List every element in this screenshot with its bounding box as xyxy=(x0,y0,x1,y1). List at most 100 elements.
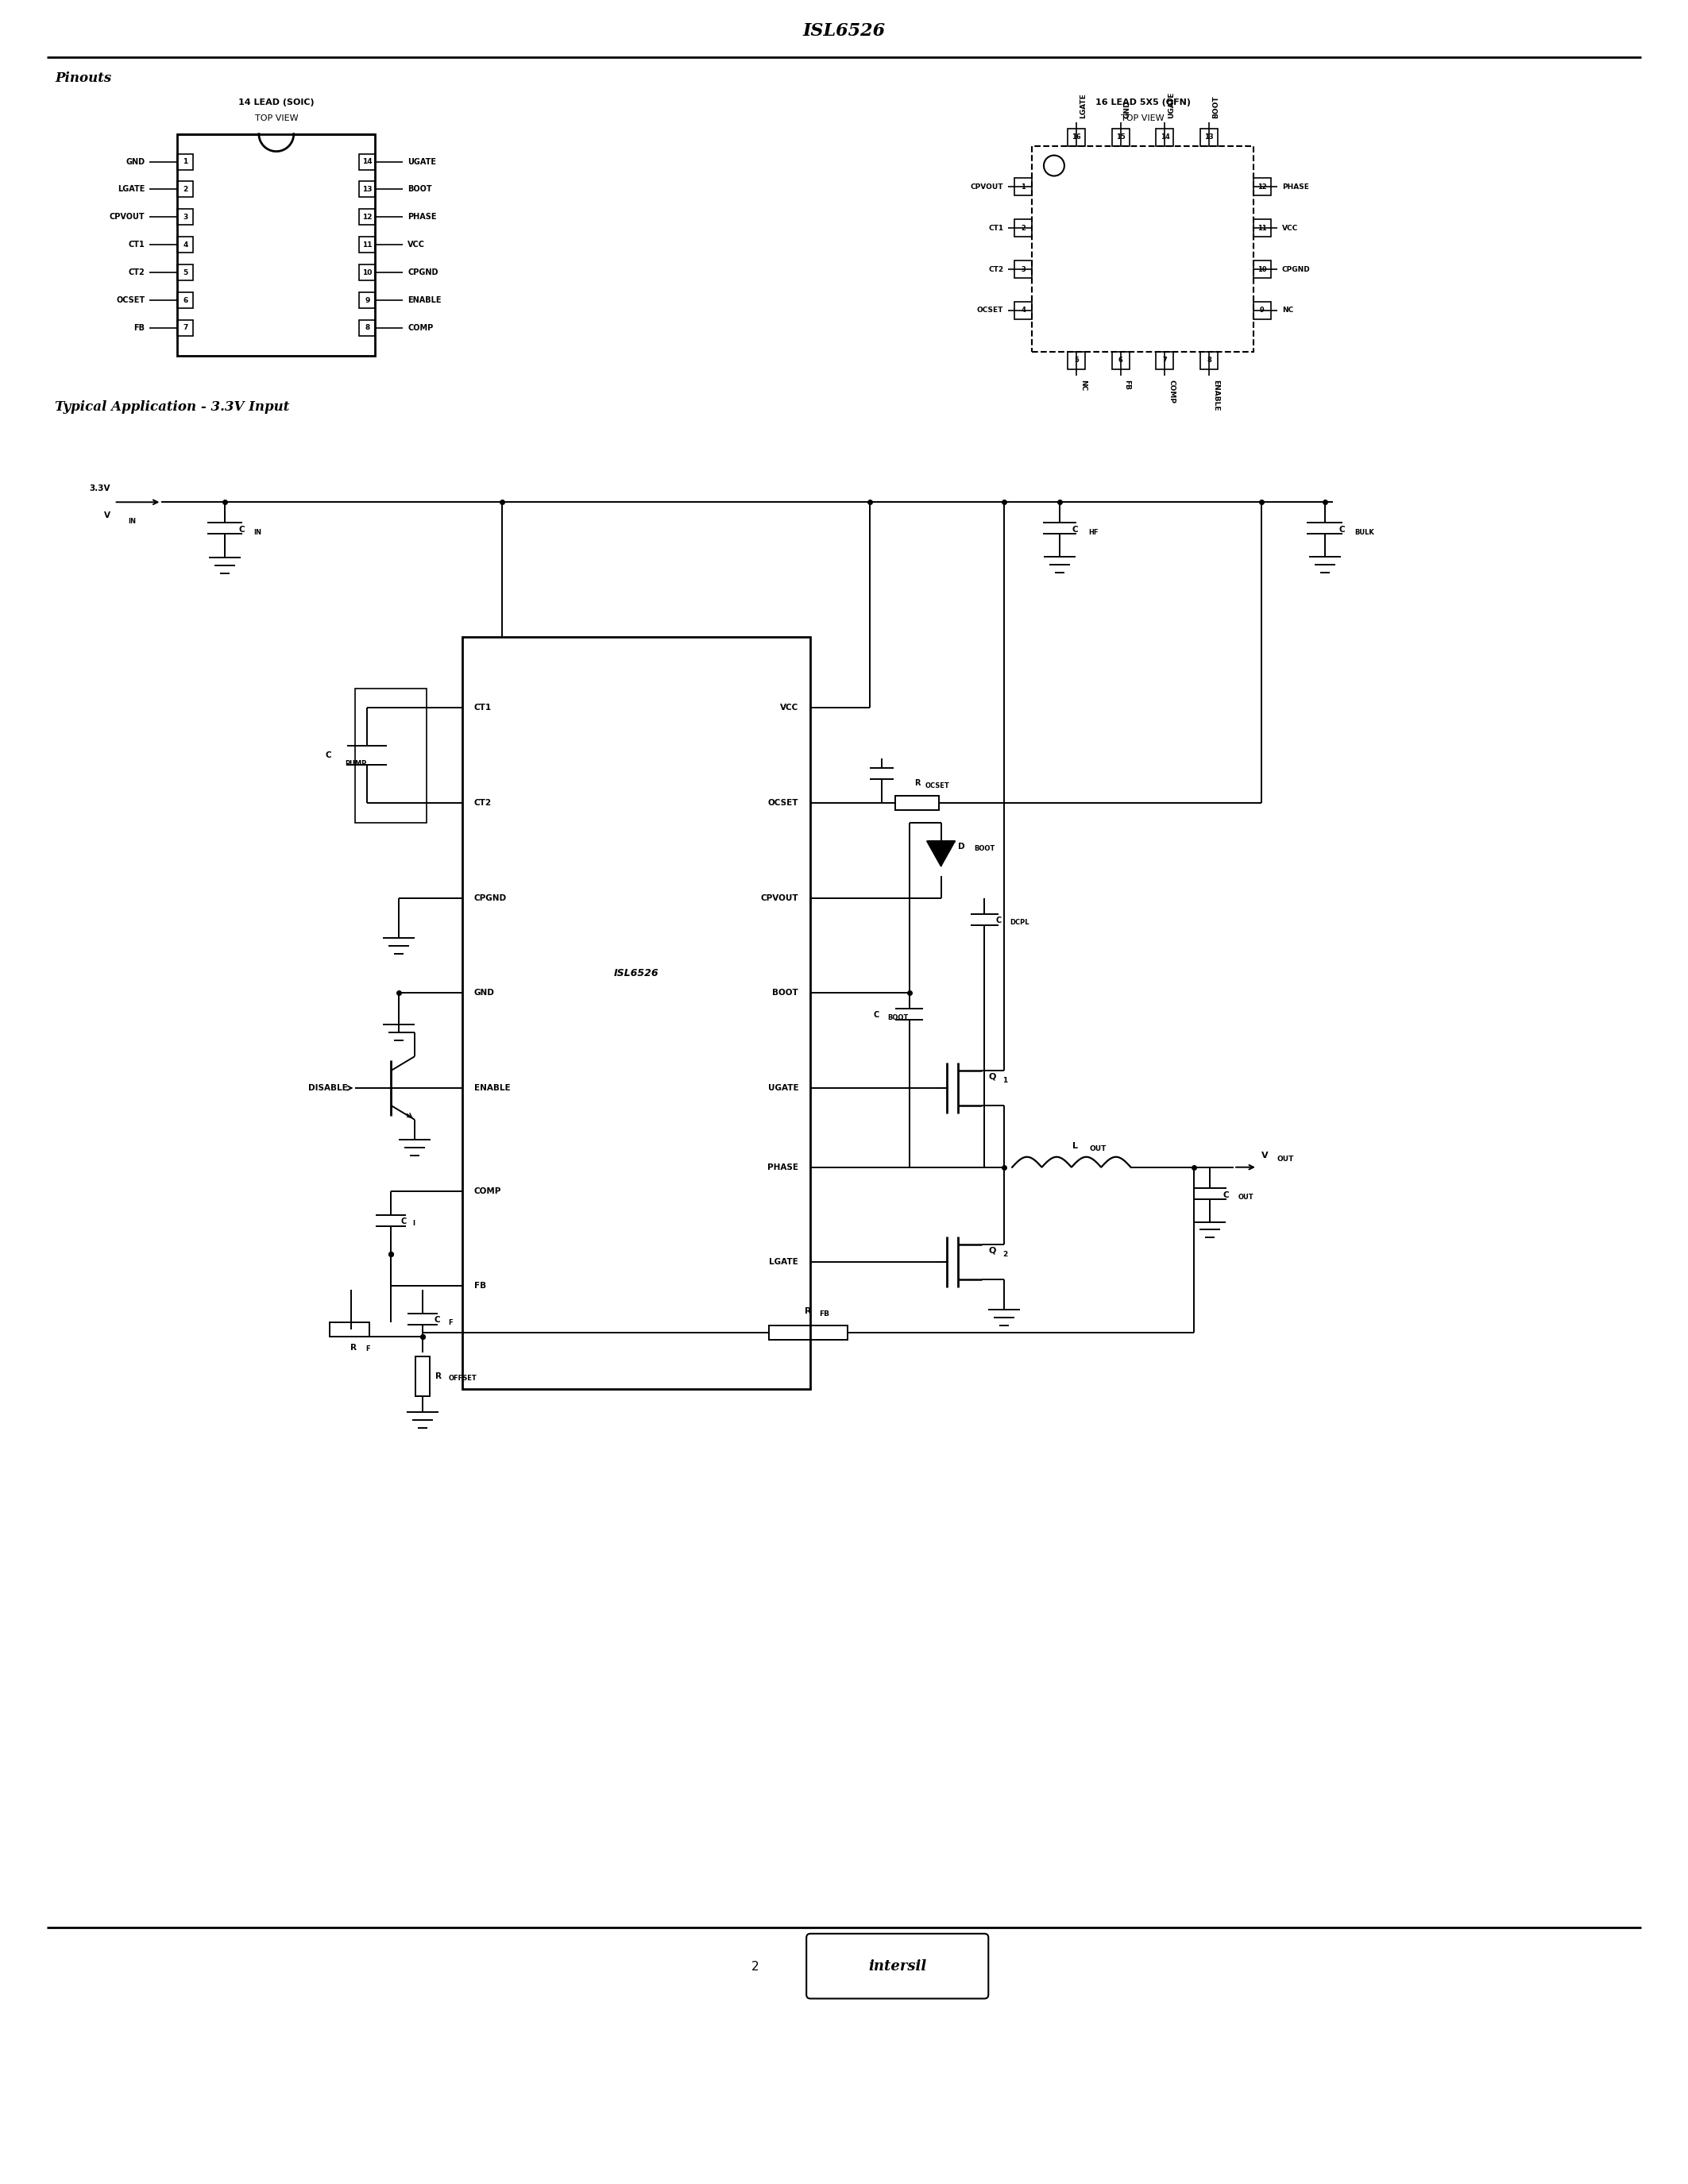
Text: L: L xyxy=(1072,1142,1079,1149)
Text: 10: 10 xyxy=(1258,266,1266,273)
Text: ISL6526: ISL6526 xyxy=(803,22,886,39)
Text: D: D xyxy=(959,843,966,850)
Text: C: C xyxy=(1339,526,1345,533)
Bar xyxy=(1254,218,1271,236)
Bar xyxy=(1200,352,1217,369)
Text: CPGND: CPGND xyxy=(1281,266,1310,273)
Text: CPVOUT: CPVOUT xyxy=(110,214,145,221)
Text: Q: Q xyxy=(989,1247,996,1254)
Text: OFFSET: OFFSET xyxy=(449,1376,478,1382)
Text: TOP VIEW: TOP VIEW xyxy=(255,114,299,122)
Text: GND: GND xyxy=(127,157,145,166)
Text: 2: 2 xyxy=(1003,1251,1008,1258)
Bar xyxy=(360,293,375,308)
Text: OUT: OUT xyxy=(1278,1155,1295,1162)
Text: 3.3V: 3.3V xyxy=(89,485,110,494)
Bar xyxy=(1067,129,1085,146)
Text: HF: HF xyxy=(1089,529,1097,535)
Text: COMP: COMP xyxy=(407,323,434,332)
Text: 6: 6 xyxy=(1117,356,1123,365)
Text: BOOT: BOOT xyxy=(773,989,798,998)
Bar xyxy=(177,181,192,197)
Bar xyxy=(177,293,192,308)
Bar xyxy=(1254,260,1271,277)
Bar xyxy=(1254,301,1271,319)
Text: 2: 2 xyxy=(182,186,187,192)
Text: Typical Application - 3.3V Input: Typical Application - 3.3V Input xyxy=(54,400,289,413)
Text: 2: 2 xyxy=(751,1961,760,1972)
Text: CT2: CT2 xyxy=(987,266,1003,273)
Text: I: I xyxy=(412,1221,415,1227)
Text: 12: 12 xyxy=(363,214,373,221)
Text: 13: 13 xyxy=(363,186,373,192)
Text: OCSET: OCSET xyxy=(977,308,1003,314)
Bar xyxy=(1031,146,1254,352)
Text: FB: FB xyxy=(474,1282,486,1291)
Text: 16 LEAD 5X5 (QFN): 16 LEAD 5X5 (QFN) xyxy=(1096,98,1190,107)
Bar xyxy=(1156,129,1173,146)
Text: R: R xyxy=(915,780,920,786)
Text: BOOT: BOOT xyxy=(888,1013,908,1022)
Text: ENABLE: ENABLE xyxy=(1212,380,1219,411)
Bar xyxy=(1014,218,1031,236)
Bar xyxy=(1112,352,1129,369)
Bar xyxy=(1156,352,1173,369)
Bar xyxy=(1254,179,1271,197)
Text: 4: 4 xyxy=(182,240,187,249)
Text: PUMP: PUMP xyxy=(344,760,366,767)
Text: ENABLE: ENABLE xyxy=(407,297,441,304)
Text: CPVOUT: CPVOUT xyxy=(971,183,1003,190)
Text: NC: NC xyxy=(1281,308,1293,314)
Text: VCC: VCC xyxy=(780,703,798,712)
Text: Q: Q xyxy=(989,1072,996,1081)
Text: BOOT: BOOT xyxy=(974,845,994,852)
Text: 8: 8 xyxy=(1207,356,1212,365)
Bar xyxy=(1067,352,1085,369)
Text: C: C xyxy=(1222,1190,1229,1199)
Text: C: C xyxy=(1072,526,1079,533)
Text: COMP: COMP xyxy=(474,1186,501,1195)
Text: 14 LEAD (SOIC): 14 LEAD (SOIC) xyxy=(238,98,314,107)
Bar xyxy=(360,321,375,336)
Bar xyxy=(356,688,427,823)
Text: F: F xyxy=(447,1319,452,1326)
Text: FB: FB xyxy=(133,323,145,332)
Text: C: C xyxy=(434,1317,441,1324)
Text: 6: 6 xyxy=(182,297,187,304)
Text: Pinouts: Pinouts xyxy=(54,72,111,85)
Bar xyxy=(1014,179,1031,197)
Bar xyxy=(360,264,375,280)
Bar xyxy=(1014,260,1031,277)
Text: DCPL: DCPL xyxy=(1009,919,1030,926)
Text: 11: 11 xyxy=(363,240,373,249)
Text: LGATE: LGATE xyxy=(1079,94,1087,118)
Text: 12: 12 xyxy=(1258,183,1266,190)
Text: OCSET: OCSET xyxy=(925,782,950,791)
Text: CT1: CT1 xyxy=(474,703,491,712)
Text: PHASE: PHASE xyxy=(407,214,437,221)
Text: R: R xyxy=(436,1372,442,1380)
Text: V: V xyxy=(103,511,110,520)
Text: ISL6526: ISL6526 xyxy=(614,968,658,978)
Text: LGATE: LGATE xyxy=(770,1258,798,1267)
Text: VCC: VCC xyxy=(407,240,425,249)
Text: F: F xyxy=(365,1345,370,1352)
Text: 10: 10 xyxy=(363,269,371,275)
Text: C: C xyxy=(240,526,245,533)
Text: C: C xyxy=(874,1011,879,1020)
Text: IN: IN xyxy=(253,529,262,535)
Text: FB: FB xyxy=(819,1310,829,1317)
Text: VCC: VCC xyxy=(1281,225,1298,232)
Bar xyxy=(895,795,939,810)
Text: 13: 13 xyxy=(1205,133,1214,140)
Text: 15: 15 xyxy=(1116,133,1126,140)
Bar xyxy=(1014,301,1031,319)
Text: 11: 11 xyxy=(1258,225,1266,232)
Polygon shape xyxy=(927,841,955,867)
Text: R: R xyxy=(349,1343,356,1352)
Text: C: C xyxy=(400,1216,407,1225)
Text: CPGND: CPGND xyxy=(407,269,439,277)
Text: CPVOUT: CPVOUT xyxy=(761,893,798,902)
Bar xyxy=(177,264,192,280)
Text: 5: 5 xyxy=(182,269,187,275)
